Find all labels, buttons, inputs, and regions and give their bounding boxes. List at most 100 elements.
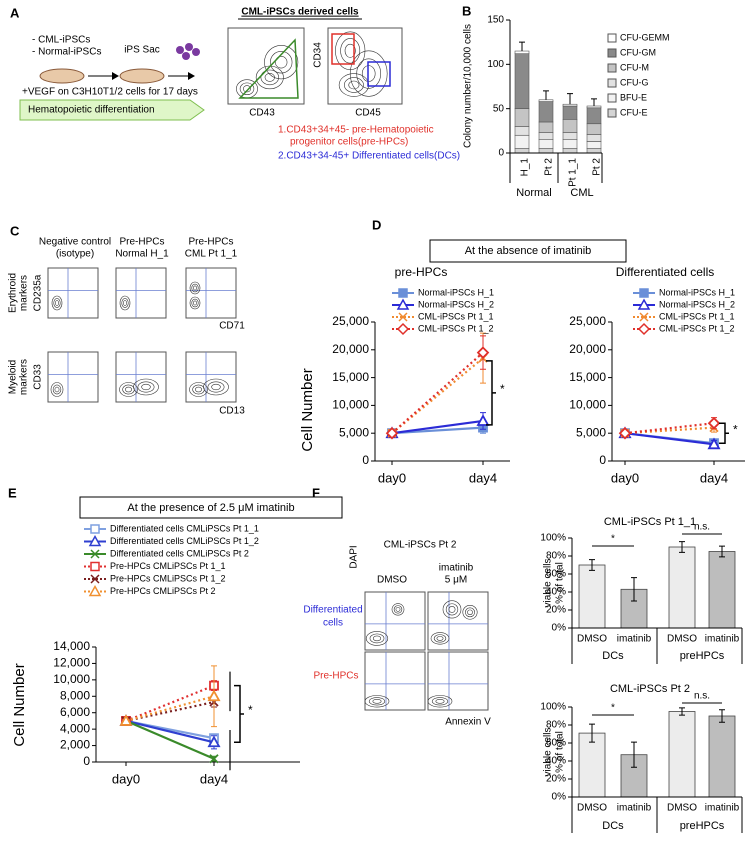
bar-segment: [586, 141, 602, 149]
column-label: Normal H_1: [115, 249, 169, 260]
annotation: *: [248, 703, 253, 717]
legend-text: progenitor cells(pre-HPCs): [290, 137, 408, 148]
y-tick-label: 6,000: [60, 705, 90, 719]
bar-segment: [562, 103, 578, 107]
contour: [242, 85, 252, 93]
y-tick-label: 80%: [546, 551, 566, 562]
flow-plot: [185, 351, 237, 403]
legend-label: Pre-HPCs CMLiPSCs Pt 1_2: [110, 573, 226, 583]
axis-label: CD71: [219, 321, 245, 332]
bar-segment: [562, 105, 578, 120]
y-tick-label: 20%: [546, 774, 566, 785]
contour: [260, 69, 279, 86]
x-tick-label: DMSO: [667, 634, 697, 645]
bar-segment: [586, 123, 602, 135]
contour: [343, 77, 364, 93]
contour: [448, 606, 456, 613]
contour: [344, 43, 356, 58]
error-bar: [719, 545, 725, 558]
header: At the absence of imatinib: [465, 245, 592, 257]
marker: [385, 426, 399, 440]
legend-text: 1.CD43+34+45- pre-Hematopoietic: [278, 125, 434, 136]
bar-segment: [562, 119, 578, 133]
legend-text: 2.CD43+34-45+ Differentiated cells(DCs): [278, 151, 460, 162]
error-bar: [679, 541, 685, 553]
group-label: DCs: [602, 650, 624, 662]
axis-label: Annexin V: [445, 717, 491, 728]
bar-segment: [538, 139, 554, 149]
error-bar: [679, 707, 685, 716]
contour: [54, 386, 60, 393]
column-label: Negative control: [39, 237, 111, 248]
series-line: [391, 419, 484, 435]
contour: [436, 636, 444, 641]
contour: [191, 298, 199, 308]
y-tick-label: 20,000: [332, 342, 369, 356]
legend-swatch: [607, 93, 617, 103]
contour: [430, 632, 450, 645]
series-line: [624, 426, 715, 435]
series-line: [624, 432, 715, 446]
bar: [668, 711, 696, 798]
group-label: preHPCs: [680, 650, 725, 662]
legend-label: CML-iPSCs Pt 1_2: [418, 323, 494, 333]
contour: [189, 296, 201, 310]
legend-swatch: [607, 33, 617, 43]
flow-plot: [227, 27, 305, 105]
bracket: [486, 360, 496, 426]
panel-label: F: [312, 485, 320, 500]
bar: [668, 546, 696, 629]
contour: [445, 603, 459, 616]
annotation: *: [733, 422, 738, 436]
series-line: [391, 351, 484, 435]
column-label: imatinib: [439, 563, 474, 574]
contour: [264, 73, 275, 82]
annotation: n.s.: [694, 691, 710, 702]
arrow-head: [112, 72, 119, 80]
x-tick-label: imatinib: [705, 634, 740, 645]
contour: [125, 386, 132, 393]
y-tick-label: 4,000: [60, 721, 90, 735]
contour: [50, 382, 64, 397]
series-line: [125, 700, 215, 723]
contour: [393, 605, 403, 614]
contour: [121, 298, 129, 308]
bar-segment: [538, 121, 554, 133]
x-tick-label: imatinib: [617, 634, 652, 645]
legend-label: CFU-E: [620, 107, 648, 117]
contour: [465, 607, 475, 618]
chart-title: CML-iPSCs Pt 1_1: [604, 516, 696, 528]
axis-label: CD235a: [33, 274, 44, 311]
x-tick-label: day4: [700, 470, 728, 485]
contour: [372, 635, 382, 642]
bar-segment: [586, 107, 602, 125]
y-tick-label: 10,000: [569, 398, 606, 412]
contour: [391, 603, 405, 616]
marker: [207, 689, 221, 702]
x-tick-label: Pt 1_1: [568, 158, 579, 187]
legend-label: Differentiated cells CMLiPSCs Pt 1_2: [110, 536, 259, 546]
bar: [708, 715, 736, 798]
flow-plot: [364, 591, 426, 651]
legend-marker: [90, 524, 100, 534]
contour: [133, 378, 159, 396]
x-tick-label: DMSO: [577, 803, 607, 814]
contour: [467, 609, 473, 616]
y-axis-label: Colony number/10,000 cells: [463, 24, 474, 148]
y-axis-label: % of total: [555, 731, 566, 773]
x-tick-label: imatinib: [617, 803, 652, 814]
axis-label: CD34: [313, 42, 324, 68]
bar-segment: [514, 53, 530, 109]
contour: [203, 378, 229, 396]
marker: [207, 735, 221, 748]
bar-segment: [538, 101, 554, 123]
legend-label: CML-iPSCs Pt 1_2: [659, 323, 735, 333]
legend-marker: [88, 534, 102, 547]
y-tick-label: 40%: [546, 587, 566, 598]
x-tick-label: day0: [611, 470, 639, 485]
y-tick-label: 14,000: [53, 639, 90, 653]
legend-marker: [637, 298, 651, 310]
flow-plot: [185, 267, 237, 319]
y-tick-label: 25,000: [569, 314, 606, 328]
axis-label: CD13: [219, 406, 245, 417]
